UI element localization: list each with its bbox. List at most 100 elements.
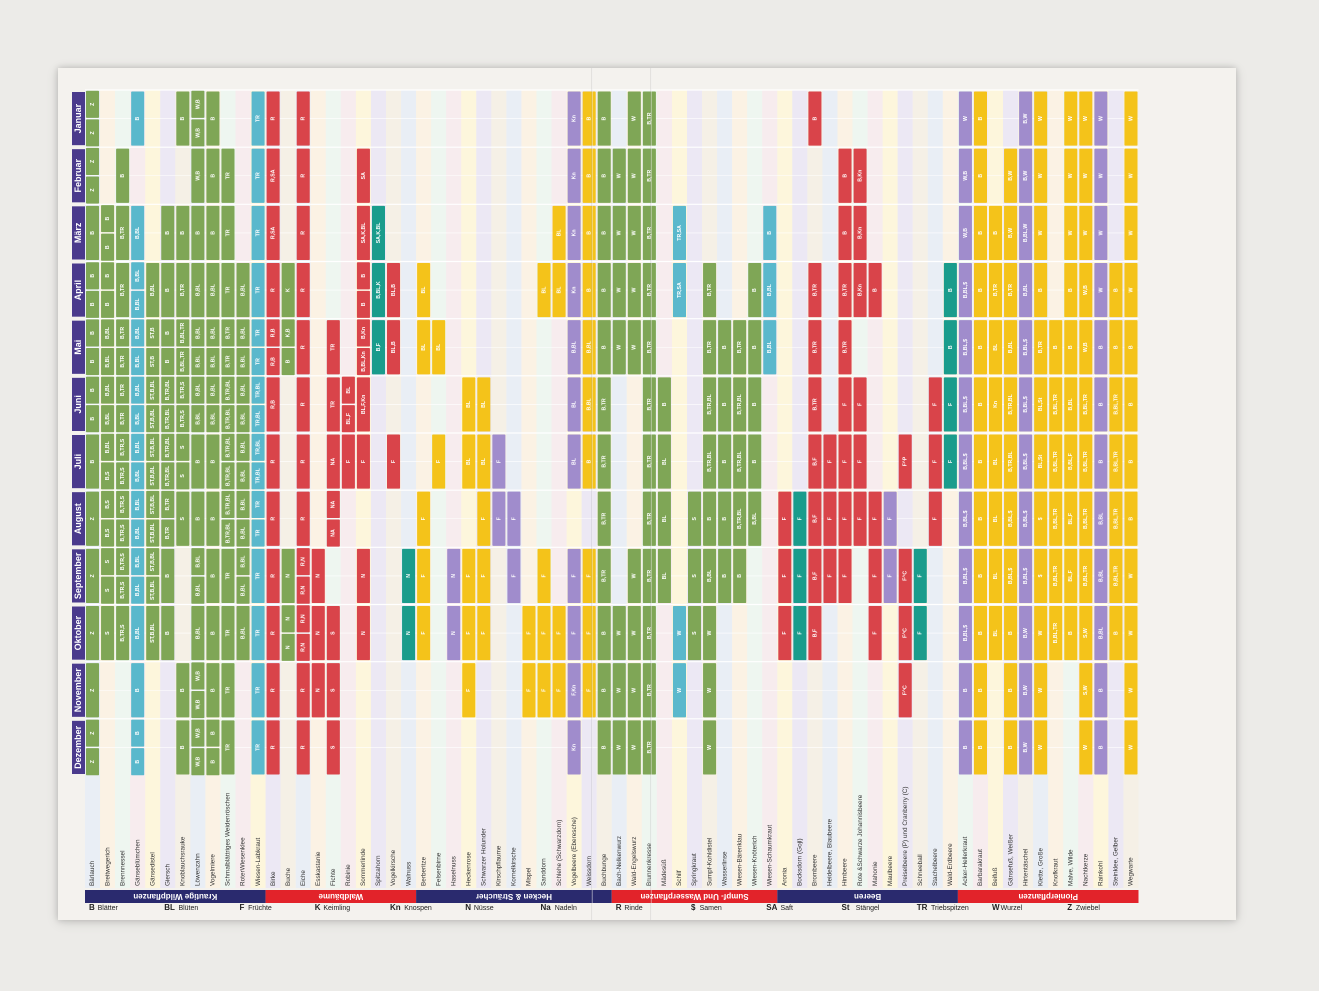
- harvest-cell-label: W: [632, 116, 638, 121]
- harvest-cell: [1109, 434, 1123, 489]
- harvest-cell: [1049, 491, 1063, 546]
- legend-code: W: [992, 903, 1000, 912]
- harvest-cell: [1049, 377, 1063, 432]
- harvest-cell: [763, 205, 777, 260]
- harvest-cell-label: B: [978, 174, 984, 178]
- harvest-cell: [221, 462, 235, 490]
- harvest-cell-label: R,SA: [271, 169, 277, 182]
- harvest-cell-label: B,BL: [767, 340, 773, 353]
- harvest-cell: [236, 519, 250, 547]
- harvest-cell-label: W: [632, 688, 638, 693]
- harvest-cell: [763, 320, 777, 375]
- harvest-cell: [311, 663, 325, 718]
- harvest-cell-label: F: [511, 574, 517, 577]
- harvest-cell: [251, 148, 265, 203]
- plant-name: Vogelmiere: [210, 854, 217, 886]
- harvest-cell: [266, 491, 280, 546]
- harvest-cell-label: B,W: [1023, 113, 1029, 123]
- harvest-cell-label: B,BL: [240, 283, 246, 296]
- harvest-cell-label: B,TR: [120, 355, 126, 367]
- harvest-cell: [1094, 377, 1108, 432]
- harvest-cell-label: B: [361, 302, 367, 306]
- harvest-cell-label: R,N: [301, 643, 307, 652]
- month-label-bg: [72, 206, 85, 260]
- harvest-cell: [161, 433, 175, 461]
- harvest-cell-label: B,BL,TR: [1113, 394, 1119, 415]
- harvest-cell: [266, 319, 280, 347]
- harvest-cell-label: F^C: [903, 628, 909, 638]
- plant-name: Heckenrose: [465, 851, 472, 886]
- harvest-cell-label: B,BL,$: [1008, 510, 1014, 527]
- harvest-cell: [1064, 205, 1078, 260]
- harvest-cell-label: W: [1038, 173, 1044, 178]
- harvest-cell-label: B: [1128, 402, 1134, 406]
- harvest-cell: [838, 491, 852, 546]
- harvest-cell-label: R: [301, 517, 307, 521]
- harvest-cell: [958, 720, 972, 775]
- harvest-cell-label: BL: [481, 400, 487, 408]
- harvest-cell-label: B,BL: [210, 283, 216, 296]
- month-label: September: [73, 552, 83, 599]
- harvest-cell-label: B: [180, 745, 186, 749]
- harvest-cell-label: F: [346, 460, 352, 463]
- column-stripe: [416, 90, 432, 888]
- harvest-cell-label: B,BL,TR: [1053, 565, 1059, 586]
- harvest-cell: [131, 606, 145, 661]
- harvest-cell-label: B: [722, 459, 728, 463]
- harvest-cell-label: B,TR: [602, 455, 608, 467]
- harvest-cell-label: S: [692, 574, 698, 578]
- harvest-cell: [191, 576, 205, 604]
- harvest-cell-label: B: [842, 174, 848, 178]
- harvest-cell: [417, 606, 431, 661]
- harvest-cell-label: B,F: [812, 629, 818, 637]
- legend-code: K: [315, 903, 321, 912]
- harvest-cell-label: B,BL,TR: [1113, 565, 1119, 586]
- harvest-cell-label: B,BL: [210, 355, 216, 368]
- harvest-cell: [462, 606, 476, 661]
- harvest-cell: [1019, 720, 1033, 775]
- harvest-cell-label: B,BL: [195, 583, 201, 596]
- harvest-cell-label: Z: [90, 731, 96, 735]
- harvest-cell: [597, 377, 611, 432]
- harvest-cell-label: BL: [572, 457, 578, 465]
- harvest-cell: [326, 320, 340, 375]
- harvest-cell: [221, 148, 235, 203]
- harvest-cell: [116, 319, 130, 347]
- harvest-cell-label: Z: [90, 102, 96, 106]
- harvest-cell-label: B,BL: [210, 412, 216, 425]
- harvest-cell-label: Z: [90, 574, 96, 578]
- harvest-cell-label: B: [210, 631, 216, 635]
- harvest-cell: [206, 748, 220, 776]
- plant-name: Kornelkirsche: [511, 847, 518, 886]
- harvest-cell-label: W: [1038, 116, 1044, 121]
- harvest-cell-label: B: [180, 688, 186, 692]
- harvest-cell: [1019, 91, 1033, 146]
- harvest-cell-label: B,BL: [135, 297, 141, 310]
- harvest-cell: [703, 377, 717, 432]
- harvest-cell: [371, 263, 385, 318]
- harvest-cell-label: S: [331, 688, 337, 692]
- category-label: Sumpf- Und Wasserpflanzen: [640, 892, 748, 901]
- harvest-cell-label: B: [1098, 459, 1104, 463]
- harvest-cell-label: B,TR,BL: [737, 451, 743, 472]
- harvest-cell: [597, 205, 611, 260]
- column-stripe: [792, 90, 808, 888]
- harvest-cell: [266, 663, 280, 718]
- harvest-cell: [356, 148, 370, 203]
- harvest-cell: [236, 263, 250, 318]
- harvest-cell: [642, 377, 656, 432]
- harvest-cell: [221, 720, 235, 775]
- harvest-cell-label: F: [827, 574, 833, 577]
- harvest-cell-label: N: [316, 574, 322, 578]
- category-label: Krautige Wildpflanzen: [133, 892, 217, 901]
- harvest-cell: [86, 405, 100, 433]
- harvest-cell-label: S: [692, 631, 698, 635]
- harvest-cell-label: B,BL: [150, 283, 156, 296]
- harvest-cell: [672, 663, 686, 718]
- harvest-cell-label: TR: [255, 115, 261, 122]
- harvest-cell-label: W,B: [195, 671, 201, 681]
- harvest-cell: [146, 263, 160, 318]
- plant-name: Bach-Nelkenwurz: [616, 836, 623, 886]
- harvest-cell: [221, 405, 235, 433]
- harvest-cell: [221, 263, 235, 318]
